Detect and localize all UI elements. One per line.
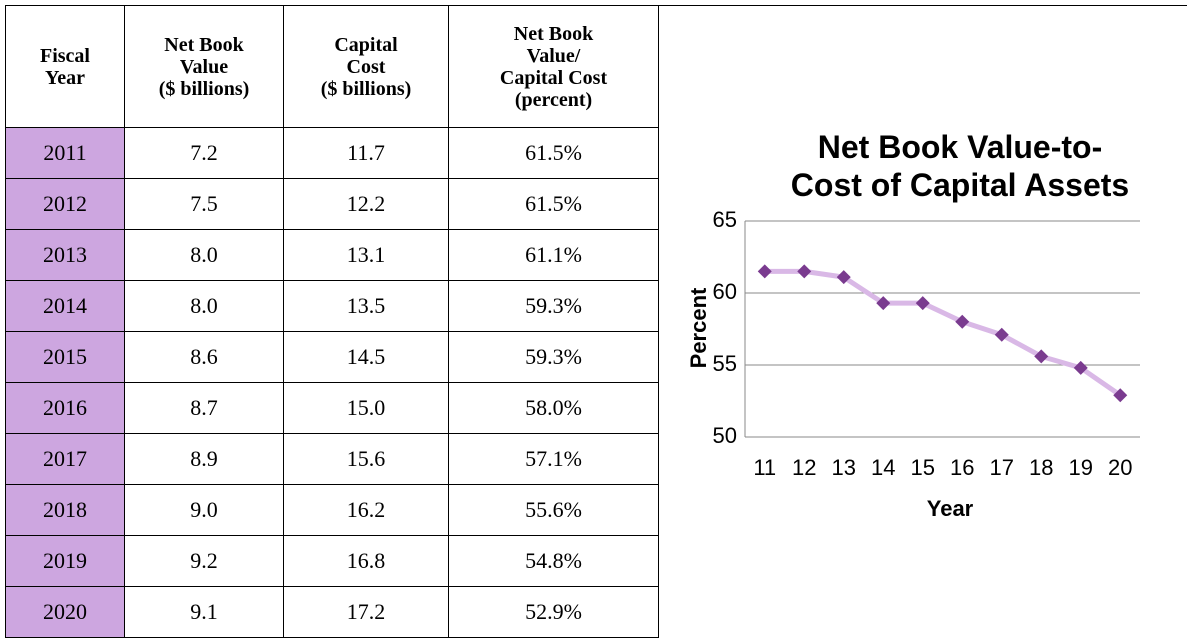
header-line: Capital Cost xyxy=(499,66,608,89)
header-row: Fiscal Year Net Book Value ($ billions) Capit… xyxy=(5,5,659,128)
x-tick-label: 12 xyxy=(792,455,816,480)
header-cell: Capital Cost ($ billions) xyxy=(283,5,449,128)
header-line: ($ billions) xyxy=(158,77,250,100)
y-tick-label: 55 xyxy=(713,351,737,376)
table-cell: 8.7 xyxy=(124,382,284,434)
marker xyxy=(876,296,891,311)
table-cell: 17.2 xyxy=(283,586,449,638)
marker xyxy=(1034,349,1049,364)
x-axis-label: Year xyxy=(927,496,974,521)
table-row: 2020 9.1 17.2 52.9% xyxy=(5,586,659,638)
table-cell: 2011 xyxy=(5,127,125,179)
header-line: Cost xyxy=(346,55,386,78)
table-row: 2015 8.6 14.5 59.3% xyxy=(5,331,659,383)
x-tick-label: 17 xyxy=(990,455,1014,480)
x-tick-label: 15 xyxy=(911,455,935,480)
table-cell: 9.1 xyxy=(124,586,284,638)
table-cell: 15.6 xyxy=(283,433,449,485)
header-line: Value xyxy=(179,55,229,78)
y-tick-label: 65 xyxy=(713,207,737,232)
table-body: 2011 7.2 11.7 61.5% 2012 7.5 12.2 61.5% 2013 8.0 1… xyxy=(5,127,659,638)
y-axis-label: Percent xyxy=(686,287,711,368)
table-cell: 52.9% xyxy=(448,586,659,638)
table-cell: 9.2 xyxy=(124,535,284,587)
marker xyxy=(994,327,1009,342)
x-tick-label: 16 xyxy=(950,455,974,480)
table-row: 2011 7.2 11.7 61.5% xyxy=(5,127,659,179)
table-cell: 8.9 xyxy=(124,433,284,485)
table-row: 2013 8.0 13.1 61.1% xyxy=(5,229,659,281)
header-cell: Net Book Value ($ billions) xyxy=(124,5,284,128)
header-line: Value/ xyxy=(526,44,581,67)
table-cell: 9.0 xyxy=(124,484,284,536)
table-cell: 2019 xyxy=(5,535,125,587)
table-cell: 8.0 xyxy=(124,229,284,281)
table-cell: 2013 xyxy=(5,229,125,281)
table-row: 2014 8.0 13.5 59.3% xyxy=(5,280,659,332)
header-cell: Net Book Value/Capital Cost (percent) xyxy=(448,5,659,128)
table-cell: 61.1% xyxy=(448,229,659,281)
table-cell: 7.5 xyxy=(124,178,284,230)
data-table: Fiscal Year Net Book Value ($ billions) Capit… xyxy=(5,5,659,638)
x-tick-label: 14 xyxy=(871,455,895,480)
header-line: Net Book xyxy=(164,33,244,56)
x-tick-label: 13 xyxy=(832,455,856,480)
header-line: Fiscal xyxy=(40,44,90,67)
header-line: Capital xyxy=(334,33,398,56)
table-cell: 7.2 xyxy=(124,127,284,179)
table-cell: 59.3% xyxy=(448,280,659,332)
marker xyxy=(757,264,772,279)
top-rule xyxy=(655,5,1187,6)
marker xyxy=(836,270,851,285)
x-tick-label: 19 xyxy=(1069,455,1093,480)
table-cell: 59.3% xyxy=(448,331,659,383)
y-tick-label: 50 xyxy=(713,423,737,448)
header-line: ($ billions) xyxy=(320,77,412,100)
marker xyxy=(955,314,970,329)
table-cell: 2020 xyxy=(5,586,125,638)
table-row: 2018 9.0 16.2 55.6% xyxy=(5,484,659,536)
marker xyxy=(915,296,930,311)
table-cell: 61.5% xyxy=(448,127,659,179)
table-cell: 12.2 xyxy=(283,178,449,230)
table-cell: 15.0 xyxy=(283,382,449,434)
x-tick-label: 20 xyxy=(1108,455,1132,480)
header-cell: Fiscal Year xyxy=(5,5,125,128)
table-row: 2017 8.9 15.6 57.1% xyxy=(5,433,659,485)
header-line: Net Book xyxy=(513,22,594,45)
marker xyxy=(797,264,812,279)
marker xyxy=(1073,360,1088,375)
table-cell: 57.1% xyxy=(448,433,659,485)
marker xyxy=(1113,388,1128,403)
line xyxy=(764,268,1122,398)
x-tick-label: 18 xyxy=(1029,455,1053,480)
x-tick-label: 11 xyxy=(753,455,776,480)
table-cell: 2012 xyxy=(5,178,125,230)
table-cell: 2017 xyxy=(5,433,125,485)
table-cell: 16.2 xyxy=(283,484,449,536)
chart-title: Net Book Value-to- Cost of Capital Asset… xyxy=(790,129,1130,203)
table-cell: 58.0% xyxy=(448,382,659,434)
table-cell: 13.1 xyxy=(283,229,449,281)
table-cell: 2016 xyxy=(5,382,125,434)
header-line: Year xyxy=(45,66,85,89)
table-cell: 61.5% xyxy=(448,178,659,230)
header-line: (percent) xyxy=(514,88,593,111)
table-row: 2016 8.7 15.0 58.0% xyxy=(5,382,659,434)
table-cell: 2018 xyxy=(5,484,125,536)
table-row: 2012 7.5 12.2 61.5% xyxy=(5,178,659,230)
y-tick-label: 60 xyxy=(713,279,737,304)
table-cell: 16.8 xyxy=(283,535,449,587)
